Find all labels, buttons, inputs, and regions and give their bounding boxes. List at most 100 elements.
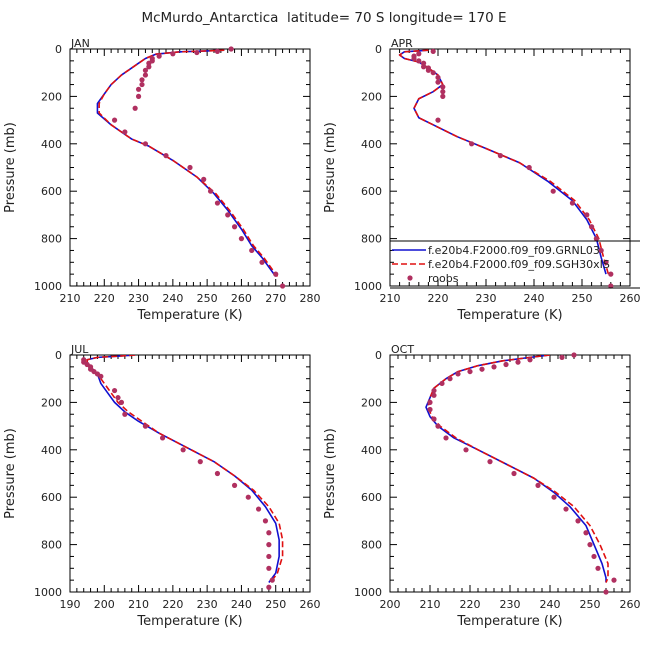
roobs-point (180, 447, 186, 453)
roobs-point (142, 423, 149, 429)
roobs-point (608, 283, 614, 289)
roobs-point (111, 117, 118, 123)
y-axis-label: Pressure (mb) (323, 122, 338, 213)
y-tick-label: 600 (41, 185, 62, 198)
panel-jul: 190 200 210 220 230 240 250 260 0 200 400 600 800 100… (3, 343, 321, 629)
x-tick-label: 240 (524, 292, 545, 305)
roobs-point (440, 84, 446, 90)
y-tick-label: 0 (55, 43, 62, 56)
roobs-point (589, 224, 595, 230)
x-tick-label: 280 (300, 292, 321, 305)
roobs-point (491, 364, 497, 370)
roobs-point (443, 435, 449, 441)
roobs-point (559, 354, 565, 360)
roobs-point (142, 67, 149, 73)
roobs-point (231, 224, 238, 230)
roobs-point (249, 247, 255, 254)
roobs-point (527, 357, 533, 363)
roobs-point (469, 141, 475, 147)
roobs-point (421, 60, 427, 66)
y-tick-label: 1000 (354, 586, 382, 599)
x-tick-label: 250 (197, 292, 218, 305)
roobs-point (269, 577, 275, 583)
roobs-point (139, 77, 145, 83)
roobs-point (440, 93, 446, 99)
y-tick-label: 200 (361, 90, 382, 103)
roobs-point (427, 406, 433, 413)
roobs-point (142, 141, 149, 147)
y-tick-label: 200 (41, 90, 62, 103)
roobs-point (425, 67, 431, 73)
roobs-point (497, 153, 503, 159)
roobs-point (170, 51, 176, 57)
x-tick-label: 220 (428, 292, 449, 305)
roobs-point (563, 506, 569, 512)
x-tick-label: 230 (500, 598, 521, 611)
y-tick-label: 800 (41, 233, 62, 246)
roobs-point (122, 411, 128, 417)
x-tick-label: 250 (580, 598, 601, 611)
roobs-point (583, 530, 589, 536)
roobs-point (139, 81, 145, 88)
legend-label: f.e20b4.F2000.f09_f09.GRNL03 (428, 244, 600, 257)
y-tick-label: 400 (41, 138, 62, 151)
roobs-point (266, 565, 272, 571)
y-axis-label: Pressure (mb) (3, 428, 18, 519)
y-tick-label: 1000 (34, 586, 62, 599)
roobs-point (591, 553, 597, 560)
sgh30xis-line (86, 355, 284, 583)
x-tick-label: 200 (380, 598, 401, 611)
legend-label: f.e20b4.F2000.f09_f09.SGH30xIS (428, 258, 610, 271)
roobs-point (431, 387, 437, 394)
roobs-point (156, 53, 162, 59)
roobs-point (463, 447, 469, 453)
y-axis-label: Pressure (mb) (3, 122, 18, 213)
x-tick-label: 210 (60, 292, 81, 305)
y-tick-label: 0 (55, 349, 62, 362)
roobs-point (447, 376, 453, 382)
roobs-point (197, 459, 203, 465)
y-tick-label: 0 (375, 43, 382, 56)
plot-area (86, 355, 284, 583)
panel-label: OCT (391, 343, 414, 356)
x-axis-label: Temperature (K) (456, 308, 562, 323)
roobs-point (146, 60, 152, 66)
roobs-point (266, 584, 272, 590)
sgh30xis-line (398, 49, 610, 275)
y-tick-label: 600 (41, 491, 62, 504)
roobs-point (571, 352, 577, 358)
roobs-point (487, 459, 493, 465)
roobs-point (587, 542, 593, 548)
roobs-point (245, 494, 251, 500)
roobs-point (431, 416, 437, 422)
x-tick-label: 260 (300, 598, 321, 611)
y-tick-label: 800 (361, 539, 382, 552)
roobs-point (228, 46, 234, 52)
panel-jan: 210 220 230 240 250 260 270 280 0 200 400 600 800 100… (3, 37, 321, 323)
roobs-point (225, 212, 231, 218)
y-tick-label: 200 (41, 396, 62, 409)
sgh30xis-line (98, 49, 279, 277)
roobs-point (455, 371, 461, 377)
y-axis-label: Pressure (mb) (323, 428, 338, 519)
roobs-point (430, 70, 436, 76)
roobs-point (111, 387, 118, 394)
roobs-point (279, 283, 286, 289)
panels: 210 220 230 240 250 260 270 280 0 200 400 600 800 100… (3, 37, 641, 629)
roobs-point (611, 577, 617, 583)
roobs-point (439, 380, 445, 387)
roobs-point (584, 212, 590, 218)
roobs-point (255, 506, 262, 512)
roobs-point (479, 366, 485, 372)
roobs-point (440, 89, 446, 95)
x-tick-label: 210 (420, 598, 441, 611)
roobs-point (550, 188, 556, 194)
x-axis-label: Temperature (K) (136, 308, 242, 323)
roobs-point (187, 164, 193, 171)
plot-area (96, 49, 279, 277)
legend-label: roobs (428, 272, 459, 285)
roobs-point (146, 64, 152, 70)
y-tick-label: 1000 (354, 280, 382, 293)
roobs-point (214, 200, 221, 206)
roobs-point (430, 48, 436, 54)
